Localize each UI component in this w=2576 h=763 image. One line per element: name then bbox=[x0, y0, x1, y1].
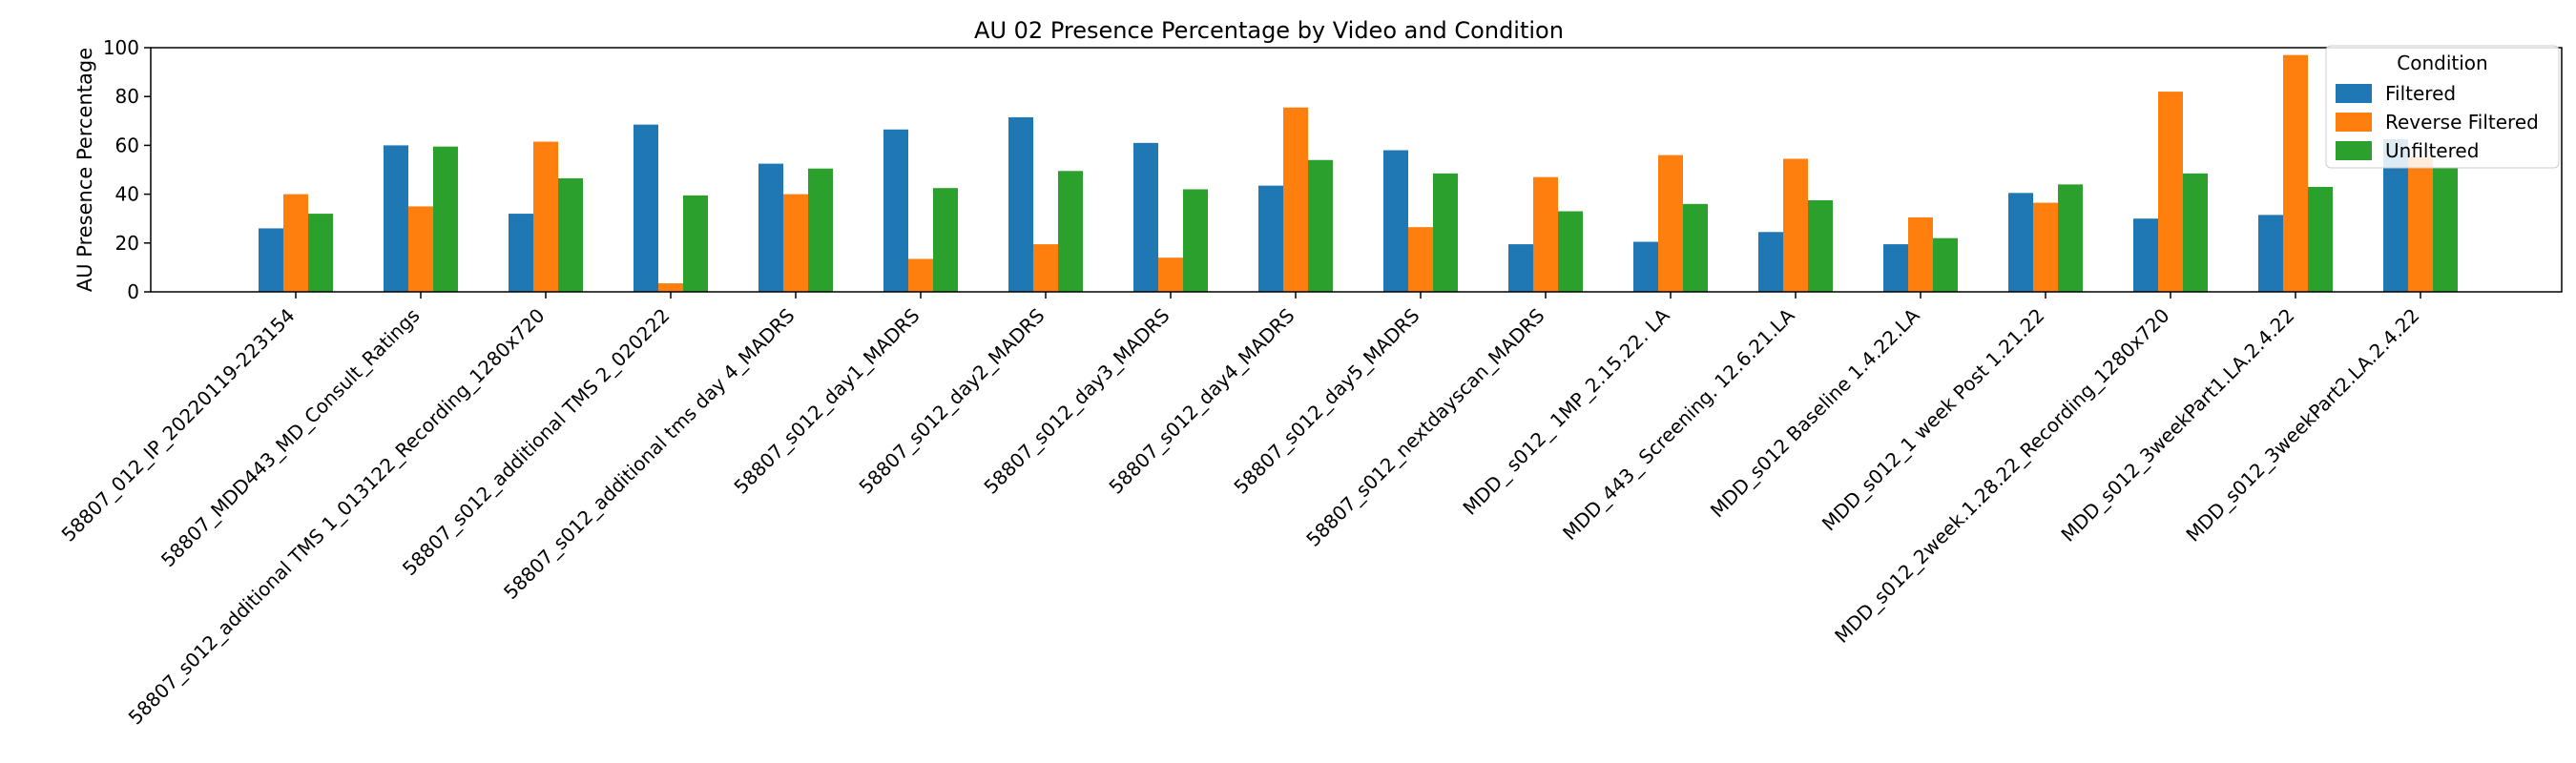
bar-unfiltered bbox=[1433, 173, 1458, 292]
bar-reverse-filtered bbox=[2158, 92, 2183, 292]
bar-filtered bbox=[1258, 185, 1283, 292]
bar-reverse-filtered bbox=[283, 194, 308, 292]
bar-reverse-filtered bbox=[1408, 227, 1433, 292]
bar-filtered bbox=[509, 214, 533, 292]
y-tick-label: 0 bbox=[127, 280, 139, 303]
y-tick-label: 60 bbox=[115, 134, 139, 156]
bar-unfiltered bbox=[1308, 159, 1333, 292]
bar-unfiltered bbox=[1558, 211, 1583, 292]
bar-reverse-filtered bbox=[2283, 54, 2308, 293]
legend-title: Condition bbox=[2397, 52, 2487, 74]
y-tick-label: 80 bbox=[115, 85, 139, 108]
bar-filtered bbox=[1383, 150, 1408, 292]
bar-filtered bbox=[2258, 215, 2283, 292]
bar-reverse-filtered bbox=[1658, 155, 1683, 292]
bar-reverse-filtered bbox=[1908, 217, 1933, 292]
legend-swatch bbox=[2336, 84, 2372, 103]
chart-title: AU 02 Presence Percentage by Video and C… bbox=[974, 17, 1564, 44]
bar-unfiltered bbox=[1683, 203, 1708, 292]
bar-unfiltered bbox=[808, 168, 833, 292]
x-tick-label: MDD_s012_1 week Post 1.21.22 bbox=[1818, 304, 2049, 536]
bar-unfiltered bbox=[683, 195, 708, 292]
bar-filtered bbox=[259, 228, 283, 292]
bar-unfiltered bbox=[1058, 171, 1083, 292]
bar-reverse-filtered bbox=[2408, 157, 2433, 292]
bar-unfiltered bbox=[1933, 237, 1958, 292]
bar-reverse-filtered bbox=[2033, 202, 2058, 292]
bar-filtered bbox=[1758, 232, 1783, 292]
y-tick-label: 100 bbox=[103, 36, 139, 59]
bar-filtered bbox=[634, 124, 658, 292]
x-tick-label: MDD_s012_3weekPart1.LA.2.4.22 bbox=[2056, 304, 2298, 546]
bar-reverse-filtered bbox=[533, 141, 558, 292]
legend-entry: Unfiltered bbox=[2385, 139, 2479, 162]
legend-entry: Reverse Filtered bbox=[2385, 111, 2539, 134]
bar-reverse-filtered bbox=[1033, 244, 1058, 292]
bar-unfiltered bbox=[1808, 200, 1833, 292]
legend-entry: Filtered bbox=[2385, 82, 2456, 105]
bar-unfiltered bbox=[2433, 167, 2458, 292]
bar-unfiltered bbox=[2183, 173, 2208, 292]
x-tick-label: MDD_s012 Baseline 1.4.22.LA bbox=[1706, 303, 1924, 522]
bars-group bbox=[259, 54, 2458, 293]
x-tick-label: 58807_s012_nextdayscan_MADRS bbox=[1301, 304, 1548, 551]
bar-reverse-filtered bbox=[1283, 107, 1308, 292]
bar-filtered bbox=[1008, 116, 1033, 293]
bar-filtered bbox=[1508, 244, 1533, 292]
y-axis-label: AU Presence Percentage bbox=[73, 48, 96, 292]
x-tick-label: MDD_s012_3weekPart2.LA.2.4.22 bbox=[2181, 304, 2423, 546]
x-tick-label: 58807_s012_additional TMS 2_020222 bbox=[398, 304, 675, 581]
x-tick-label: 58807_s012_additional tms day 4_MADRS bbox=[499, 304, 800, 605]
y-axis: 0 20 40 60 80 100 bbox=[103, 36, 151, 303]
bar-reverse-filtered bbox=[658, 283, 683, 292]
bar-filtered bbox=[1883, 244, 1908, 292]
x-axis: 58807_012_IP_20220119-22315458807_MDD443… bbox=[57, 292, 2424, 729]
x-tick-label: 58807_MDD443_MD_Consult_Ratings bbox=[156, 304, 425, 572]
bar-filtered bbox=[2133, 218, 2158, 292]
bar-filtered bbox=[384, 145, 408, 292]
y-tick-label: 40 bbox=[115, 183, 139, 206]
x-tick-label: 58807_012_IP_20220119-223154 bbox=[57, 304, 300, 546]
legend: Condition Filtered Reverse Filtered Unfilt… bbox=[2325, 45, 2560, 169]
legend-box bbox=[2325, 45, 2560, 169]
plot-frame bbox=[150, 47, 2563, 293]
bar-unfiltered bbox=[2058, 184, 2083, 292]
bar-unfiltered bbox=[308, 214, 333, 292]
x-tick-label: MDD_ s012_ 1MP_2.15.22. LA bbox=[1458, 303, 1673, 519]
y-tick-label: 20 bbox=[115, 232, 139, 255]
x-tick-label: 58807_s012_additional TMS 1_013122_Recor… bbox=[124, 304, 550, 730]
bar-filtered bbox=[1133, 142, 1158, 292]
bar-unfiltered bbox=[433, 146, 458, 292]
bar-unfiltered bbox=[2308, 186, 2333, 292]
bar-reverse-filtered bbox=[1158, 258, 1183, 292]
x-tick-label: MDD_443_ Screening. 12.6.21.LA bbox=[1558, 303, 1799, 545]
bar-reverse-filtered bbox=[408, 206, 433, 292]
bar-filtered bbox=[758, 163, 783, 292]
bar-unfiltered bbox=[1183, 189, 1208, 292]
bar-filtered bbox=[1633, 241, 1658, 292]
bar-reverse-filtered bbox=[1783, 158, 1808, 292]
bar-unfiltered bbox=[558, 177, 583, 292]
bar-reverse-filtered bbox=[1533, 176, 1558, 292]
legend-swatch bbox=[2336, 141, 2372, 160]
bar-unfiltered bbox=[933, 188, 958, 292]
bar-reverse-filtered bbox=[908, 258, 933, 292]
bar-reverse-filtered bbox=[783, 194, 808, 292]
bar-filtered bbox=[2008, 193, 2033, 292]
legend-swatch bbox=[2336, 113, 2372, 132]
bar-filtered bbox=[883, 129, 908, 292]
